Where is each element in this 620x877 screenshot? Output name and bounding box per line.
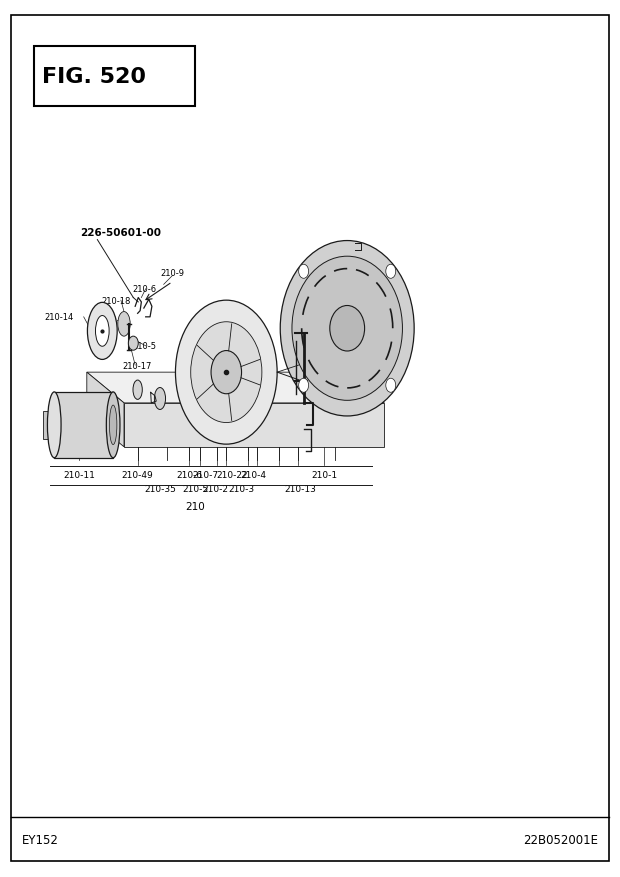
Circle shape: [211, 351, 242, 395]
Circle shape: [175, 301, 277, 445]
Ellipse shape: [133, 381, 143, 400]
Bar: [55, 393, 113, 458]
Circle shape: [191, 323, 262, 423]
Text: 210-6: 210-6: [132, 285, 156, 294]
Text: 210-4: 210-4: [240, 471, 266, 480]
Text: 210-8: 210-8: [102, 316, 126, 324]
Text: 210-22: 210-22: [216, 471, 249, 480]
Circle shape: [299, 265, 309, 279]
Text: 210-1: 210-1: [311, 471, 337, 480]
Ellipse shape: [154, 388, 166, 410]
Text: 210-18: 210-18: [102, 296, 131, 305]
Text: EY152: EY152: [22, 833, 58, 845]
Text: 210: 210: [185, 502, 205, 512]
Bar: [43, 411, 56, 439]
Circle shape: [128, 337, 138, 351]
Text: 210-17: 210-17: [122, 361, 151, 370]
Ellipse shape: [48, 393, 61, 459]
Text: 210-7: 210-7: [193, 471, 219, 480]
Ellipse shape: [280, 241, 414, 417]
Text: 210-13: 210-13: [285, 485, 317, 494]
Circle shape: [386, 379, 396, 393]
Ellipse shape: [95, 317, 109, 347]
Text: 210-11: 210-11: [63, 471, 95, 480]
Text: 22B052001E: 22B052001E: [523, 833, 598, 845]
Ellipse shape: [107, 393, 120, 459]
Polygon shape: [124, 403, 384, 447]
Ellipse shape: [118, 312, 130, 337]
Text: 210-14: 210-14: [44, 313, 73, 322]
Text: 210-6: 210-6: [176, 471, 202, 480]
Circle shape: [386, 265, 396, 279]
Text: 210-9: 210-9: [160, 269, 184, 278]
Ellipse shape: [292, 257, 402, 401]
Polygon shape: [87, 373, 124, 447]
Bar: [34, 47, 195, 107]
Text: 210-2: 210-2: [202, 485, 228, 494]
Text: 210-35: 210-35: [144, 485, 176, 494]
Polygon shape: [87, 373, 384, 403]
Text: 210-5: 210-5: [132, 342, 156, 351]
Text: FIG. 520: FIG. 520: [42, 68, 146, 87]
Text: 226-50601-00: 226-50601-00: [81, 227, 162, 238]
Text: 210-3: 210-3: [229, 485, 255, 494]
Circle shape: [299, 379, 309, 393]
Ellipse shape: [87, 303, 117, 360]
Text: 210-49: 210-49: [122, 471, 154, 480]
Text: 210-5: 210-5: [182, 485, 208, 494]
Ellipse shape: [330, 306, 365, 352]
Ellipse shape: [109, 405, 117, 445]
